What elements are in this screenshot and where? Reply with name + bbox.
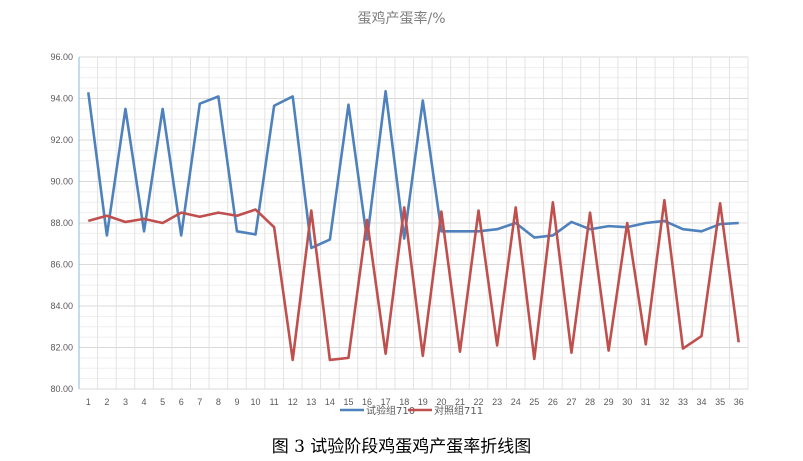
x-tick-label: 6 <box>179 397 184 407</box>
x-tick-label: 35 <box>715 397 725 407</box>
x-tick-label: 33 <box>678 397 688 407</box>
y-tick-label: 90.00 <box>50 177 73 187</box>
x-tick-label: 34 <box>697 397 707 407</box>
x-tick-label: 9 <box>234 397 239 407</box>
series-line-1 <box>87 89 739 250</box>
y-tick-label: 94.00 <box>50 94 73 104</box>
y-tick-label: 88.00 <box>50 218 73 228</box>
x-tick-label: 7 <box>197 397 202 407</box>
x-tick-label: 18 <box>399 397 409 407</box>
y-tick-label: 92.00 <box>50 135 73 145</box>
y-tick-label: 96.00 <box>50 52 73 62</box>
x-tick-label: 2 <box>104 397 109 407</box>
legend-label-1: 试验组710 <box>366 404 415 417</box>
x-tick-label: 5 <box>160 397 165 407</box>
x-tick-label: 36 <box>734 397 744 407</box>
x-tick-label: 15 <box>343 397 353 407</box>
x-tick-label: 30 <box>622 397 632 407</box>
x-tick-label: 16 <box>362 397 372 407</box>
y-tick-label: 82.00 <box>50 343 73 353</box>
x-tick-label: 14 <box>325 397 335 407</box>
x-tick-label: 26 <box>548 397 558 407</box>
y-tick-label: 86.00 <box>50 260 73 270</box>
x-tick-label: 11 <box>269 397 278 407</box>
x-tick-label: 10 <box>251 397 261 407</box>
x-tick-label: 4 <box>142 397 147 407</box>
series-line-2 <box>87 198 740 362</box>
x-tick-label: 24 <box>511 397 521 407</box>
x-tick-label: 27 <box>566 397 576 407</box>
x-tick-label: 19 <box>418 397 428 407</box>
x-tick-label: 1 <box>86 397 91 407</box>
x-tick-label: 29 <box>604 397 614 407</box>
x-tick-label: 22 <box>474 397 484 407</box>
x-tick-label: 8 <box>216 397 221 407</box>
x-tick-label: 25 <box>529 397 539 407</box>
x-tick-label: 31 <box>641 397 651 407</box>
x-tick-label: 32 <box>659 397 669 407</box>
x-tick-label: 21 <box>455 397 465 407</box>
y-tick-label: 84.00 <box>50 301 73 311</box>
x-tick-label: 3 <box>123 397 128 407</box>
x-tick-label: 23 <box>492 397 502 407</box>
x-tick-label: 13 <box>306 397 316 407</box>
x-tick-label: 17 <box>381 397 391 407</box>
legend-label-2: 对照组711 <box>434 404 483 417</box>
x-tick-label: 12 <box>288 397 298 407</box>
x-tick-label: 20 <box>436 397 446 407</box>
figure-caption: 图 3 试验阶段鸡蛋鸡产蛋率折线图 <box>271 437 532 457</box>
x-tick-label: 28 <box>585 397 595 407</box>
y-tick-label: 80.00 <box>50 384 73 394</box>
chart-title: 蛋鸡产蛋率/% <box>357 11 446 27</box>
